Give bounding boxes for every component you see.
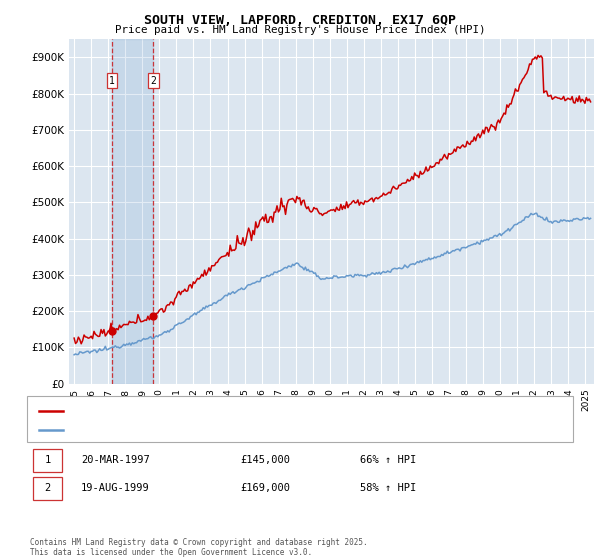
Text: 66% ↑ HPI: 66% ↑ HPI [360,455,416,465]
Text: Contains HM Land Registry data © Crown copyright and database right 2025.
This d: Contains HM Land Registry data © Crown c… [30,538,368,557]
Text: £145,000: £145,000 [240,455,290,465]
Text: HPI: Average price, detached house, Mid Devon: HPI: Average price, detached house, Mid … [69,425,328,434]
Text: 20-MAR-1997: 20-MAR-1997 [81,455,150,465]
Text: 19-AUG-1999: 19-AUG-1999 [81,483,150,493]
Text: 2: 2 [44,483,50,493]
Bar [112,39,153,384]
Text: 1: 1 [109,76,115,86]
Text: 2: 2 [150,76,156,86]
Text: SOUTH VIEW, LAPFORD, CREDITON, EX17 6QP: SOUTH VIEW, LAPFORD, CREDITON, EX17 6QP [144,14,456,27]
Text: 1: 1 [44,455,50,465]
Text: 58% ↑ HPI: 58% ↑ HPI [360,483,416,493]
Text: £169,000: £169,000 [240,483,290,493]
Text: SOUTH VIEW, LAPFORD, CREDITON, EX17 6QP (detached house): SOUTH VIEW, LAPFORD, CREDITON, EX17 6QP … [69,406,391,415]
Text: Price paid vs. HM Land Registry's House Price Index (HPI): Price paid vs. HM Land Registry's House … [115,25,485,35]
